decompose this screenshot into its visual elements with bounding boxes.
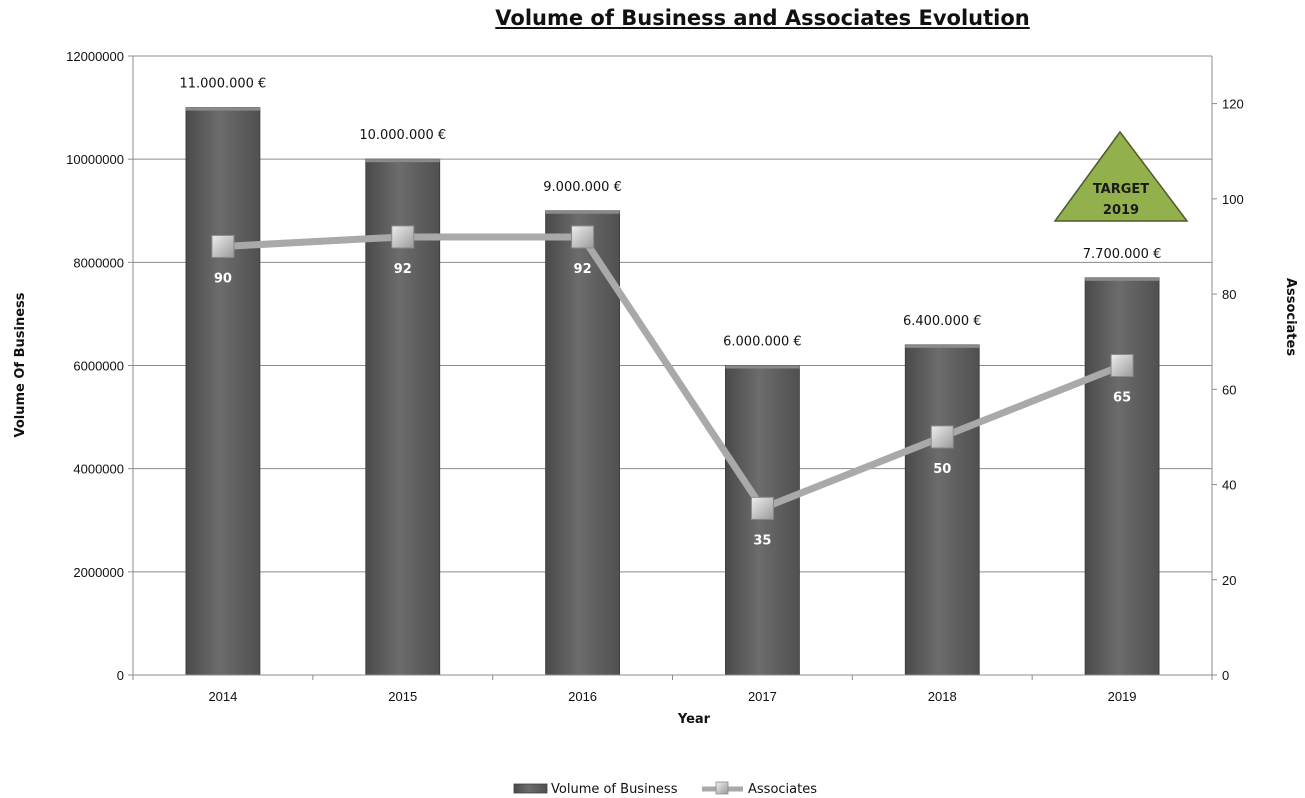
x-tick-label: 2017 — [748, 689, 777, 704]
target-triangle — [1053, 130, 1189, 222]
y2-tick-label: 20 — [1222, 573, 1236, 588]
legend-swatch-marker — [715, 781, 729, 795]
y2-axis-title: Associates — [1283, 278, 1298, 356]
bar-series: 11.000.000 € 10.000.000 € 9.000.000 € 6.000… — [179, 77, 1162, 676]
line-data-label: 50 — [933, 462, 951, 477]
x-tick-label: 2015 — [388, 689, 417, 704]
bar-top-highlight — [725, 365, 800, 369]
line-point-marker — [571, 225, 595, 249]
legend-swatch-bar — [513, 783, 548, 794]
y-tick-label: 0 — [117, 668, 124, 683]
bar-data-label: 9.000.000 € — [543, 180, 622, 195]
axes: 0 2000000 4000000 6000000 8000000 10000000 120… — [66, 49, 1244, 704]
y-tick-label: 8000000 — [73, 255, 124, 270]
y-axis-title: Volume Of Business — [13, 292, 28, 437]
legend-label-bar: Volume of Business — [551, 782, 678, 797]
line-data-label: 35 — [753, 533, 771, 548]
bar-data-label: 10.000.000 € — [359, 128, 446, 143]
associates-line — [222, 233, 1124, 512]
y-tick-label: 2000000 — [73, 565, 124, 580]
line-data-label: 92 — [394, 262, 412, 277]
bar-top-highlight — [185, 107, 260, 111]
y2-tick-label: 0 — [1222, 668, 1229, 683]
bar-data-label: 6.000.000 € — [723, 335, 802, 350]
line-point-marker — [930, 425, 954, 449]
line-point-marker — [750, 496, 774, 520]
y-tick-label: 12000000 — [66, 49, 124, 64]
bar-data-label: 11.000.000 € — [179, 77, 266, 92]
legend: Volume of Business Associates — [513, 781, 817, 797]
y2-tick-label: 80 — [1222, 287, 1236, 302]
line-point-marker — [211, 234, 235, 258]
legend-label-line: Associates — [748, 782, 817, 797]
y-tick-label: 10000000 — [66, 152, 124, 167]
bar — [185, 107, 261, 676]
bar-top-highlight — [365, 159, 440, 163]
target-label-line2: 2019 — [1103, 203, 1139, 218]
bar-top-highlight — [905, 344, 980, 348]
bar — [545, 210, 620, 676]
bar-data-label: 7.700.000 € — [1083, 247, 1162, 262]
chart-title: Volume of Business and Associates Evolut… — [495, 6, 1030, 30]
y2-tick-label: 40 — [1222, 478, 1236, 493]
line-point-marker — [1110, 354, 1134, 377]
y-tick-label: 6000000 — [73, 359, 124, 374]
bar-top-highlight — [1085, 277, 1160, 281]
y2-tick-label: 60 — [1222, 382, 1236, 397]
target-annotation: TARGET 2019 — [1053, 130, 1189, 222]
target-label-line1: TARGET — [1093, 182, 1149, 197]
line-data-label: 65 — [1113, 391, 1131, 406]
gridlines — [133, 55, 1212, 573]
line-data-label: 92 — [574, 262, 592, 277]
bar-top-highlight — [545, 210, 620, 214]
y2-tick-label: 100 — [1222, 192, 1244, 207]
bar — [725, 365, 800, 676]
x-tick-label: 2019 — [1108, 689, 1137, 704]
y2-tick-label: 120 — [1222, 97, 1244, 112]
line-series: 90 92 92 35 50 65 — [211, 225, 1134, 548]
y-tick-label: 4000000 — [73, 462, 124, 477]
x-axis-title: Year — [677, 712, 711, 727]
line-data-label: 90 — [214, 271, 232, 286]
bar — [904, 344, 980, 676]
bar-data-label: 6.400.000 € — [903, 314, 982, 329]
x-tick-label: 2014 — [208, 689, 237, 704]
x-tick-label: 2018 — [928, 689, 957, 704]
x-tick-label: 2016 — [568, 689, 597, 704]
bar — [1084, 277, 1160, 676]
line-point-marker — [391, 225, 415, 249]
